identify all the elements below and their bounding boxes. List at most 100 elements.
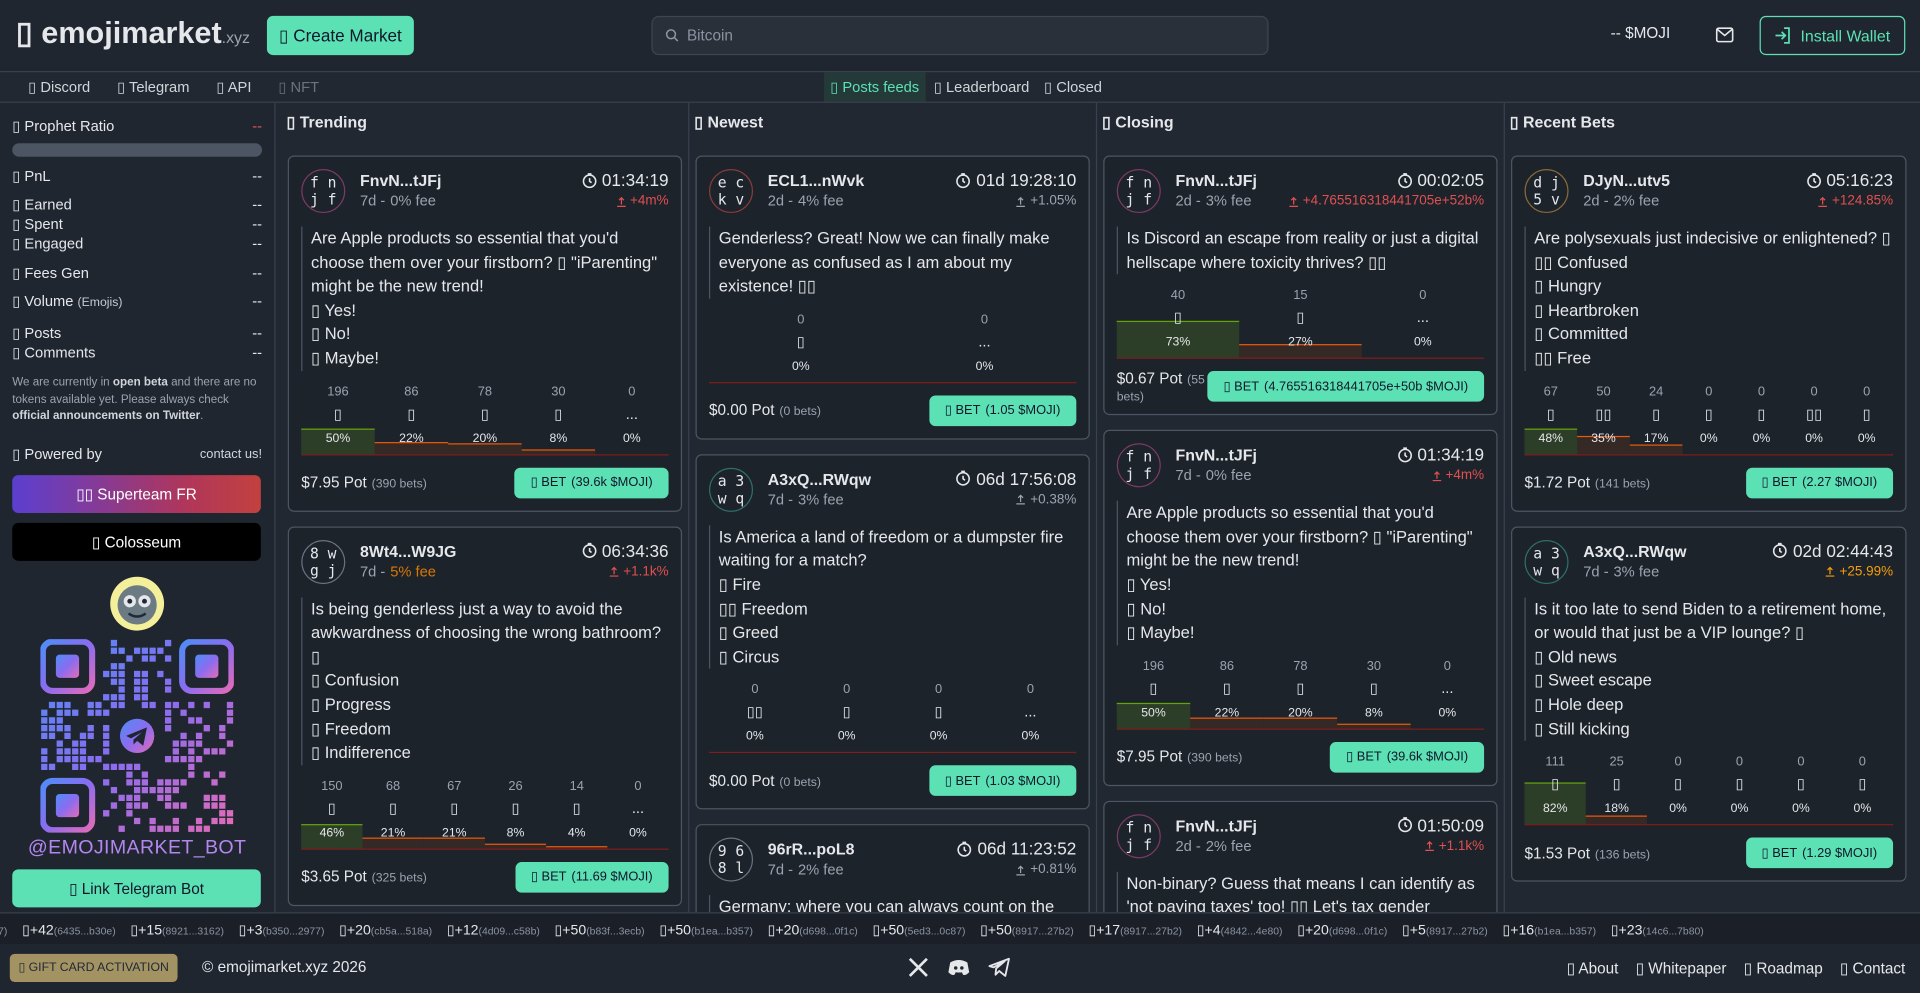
bet-button[interactable]: ▯ BET (11.69 $MOJI) — [514, 861, 669, 893]
creator-name[interactable]: ECL1...nWvk — [767, 171, 865, 190]
creator-name[interactable]: FnvN...tJFj — [1175, 171, 1257, 190]
ticker-item[interactable]: ▯+15(8921...3162) — [130, 920, 224, 938]
ticker-item[interactable]: ▯+42(6435...b30e) — [22, 920, 116, 938]
bet-option[interactable]: 0... 0% — [595, 383, 668, 454]
ticker-item[interactable]: ▯+50(b83f...3ecb) — [555, 920, 645, 938]
bet-option[interactable]: 0 ▯▯ 0% — [709, 681, 801, 752]
bet-option[interactable]: 86 ▯ 22% — [374, 383, 449, 454]
telegram-icon[interactable] — [987, 955, 1011, 979]
nav-tab[interactable]: ▯ Posts feeds — [824, 72, 926, 102]
bet-option[interactable]: 0 ▯ 0% — [801, 681, 893, 752]
bet-button[interactable]: ▯ BET (1.05 $MOJI) — [928, 395, 1077, 426]
bet-option[interactable]: 0... 0% — [607, 777, 668, 848]
ticker-item[interactable]: ▯+50(5ed3...0c87) — [872, 920, 965, 938]
nav-tab[interactable]: ▯ Closed — [1044, 78, 1102, 96]
bet-option[interactable]: 0... 0% — [893, 311, 1077, 382]
mail-icon[interactable] — [1715, 27, 1734, 43]
nav-tab[interactable]: ▯ Leaderboard — [933, 78, 1030, 96]
bet-option[interactable]: 196 ▯ 50% — [301, 383, 375, 454]
bet-option[interactable]: 78 ▯ 20% — [1263, 657, 1338, 729]
ticker-item[interactable]: ▯+50(8917...27b2) — [980, 920, 1074, 938]
bet-option[interactable]: 67 ▯ 21% — [423, 777, 485, 849]
ticker-item[interactable]: ▯+20(d698...0f1c) — [1297, 920, 1387, 938]
creator-name[interactable]: A3xQ...RWqw — [1583, 541, 1687, 561]
bet-button[interactable]: ▯ BET (1.03 $MOJI) — [928, 765, 1077, 797]
ticker-item[interactable]: ▯+20(d698...0f1c) — [768, 920, 858, 938]
bet-button[interactable]: ▯ BET (4.765516318441705e+50b $MOJI) — [1207, 371, 1485, 402]
footer-link[interactable]: ▯ Whitepaper — [1635, 960, 1727, 978]
bet-button[interactable]: ▯ BET (2.27 $MOJI) — [1745, 467, 1894, 498]
bet-option[interactable]: 150 ▯ 46% — [301, 777, 363, 849]
bet-option[interactable]: 0... 0% — [984, 681, 1076, 752]
contact-link[interactable]: contact us! — [199, 446, 263, 462]
nav-link[interactable]: ▯ Telegram — [117, 78, 190, 96]
ticker-item[interactable]: ▯+16(b1ea...b357) — [1502, 920, 1596, 938]
bet-option[interactable]: 0 ▯ 0% — [893, 681, 985, 752]
creator-name[interactable]: A3xQ...RWqw — [767, 469, 871, 489]
superteam-button[interactable]: ▯▯ Superteam FR — [12, 475, 261, 514]
bet-option[interactable]: 0 ▯ 0% — [709, 311, 893, 382]
bet-option[interactable]: 30 ▯ 8% — [521, 383, 596, 454]
nav-link[interactable]: ▯ Discord — [28, 78, 91, 96]
bet-option[interactable]: 14 ▯ 4% — [546, 777, 608, 849]
bet-option[interactable]: 25 ▯ 18% — [1585, 753, 1648, 825]
bet-option[interactable]: 111 ▯ 82% — [1524, 753, 1586, 825]
creator-name[interactable]: FnvN...tJFj — [360, 171, 442, 190]
footer-link[interactable]: ▯ Contact — [1839, 960, 1906, 978]
bet-option[interactable]: 50 ▯▯ 35% — [1577, 383, 1630, 454]
creator-name[interactable]: 8Wt4...W9JG — [360, 541, 457, 561]
bet-button[interactable]: ▯ BET (1.29 $MOJI) — [1745, 837, 1894, 869]
bet-option[interactable]: 86 ▯ 22% — [1190, 657, 1264, 729]
bet-option[interactable]: 67 ▯ 48% — [1524, 383, 1578, 454]
bet-option[interactable]: 0... 0% — [1362, 287, 1484, 358]
colosseum-button[interactable]: ▯ Colosseum — [12, 522, 261, 561]
bet-option[interactable]: 0 ▯ 0% — [1682, 383, 1735, 454]
bet-option[interactable]: 15 ▯ 27% — [1239, 287, 1362, 358]
gift-card-button[interactable]: ▯ GIFT CARD ACTIVATION — [9, 953, 178, 983]
search-box[interactable]: Bitcoin — [651, 15, 1269, 56]
creator-name[interactable]: FnvN...tJFj — [1175, 445, 1257, 465]
footer-link[interactable]: ▯ Roadmap — [1743, 960, 1823, 978]
bet-option[interactable]: 68 ▯ 21% — [362, 777, 424, 849]
bet-option[interactable]: 0 ▯ 0% — [1709, 753, 1770, 824]
install-wallet-button[interactable]: Install Wallet — [1759, 15, 1906, 56]
discord-icon[interactable] — [947, 955, 971, 979]
ticker-item[interactable]: ▯+23(14c6...7b80) — [1611, 920, 1704, 938]
bet-option[interactable]: 196 ▯ 50% — [1116, 657, 1191, 729]
ticker-item[interactable]: ▯+3(b350...2977) — [239, 920, 325, 938]
ticker-item[interactable]: ▯+50(b1ea...b357) — [659, 920, 753, 938]
x-icon[interactable] — [906, 955, 930, 979]
creator-name[interactable]: FnvN...tJFj — [1175, 816, 1257, 835]
bet-option[interactable]: 0 ▯ 0% — [1735, 383, 1788, 454]
bet-option[interactable]: 30 ▯ 8% — [1337, 657, 1411, 729]
ticker-item[interactable]: ▯+12(4d09...c58b) — [447, 920, 540, 938]
link-telegram-button[interactable]: ▯ Link Telegram Bot — [12, 869, 261, 908]
bet-option[interactable]: 26 ▯ 8% — [484, 777, 547, 849]
logo[interactable]: ▯ emojimarket.xyz — [16, 15, 250, 52]
bet-option[interactable]: 0 ▯ 0% — [1647, 753, 1708, 824]
ticker-item[interactable]: ▯+5(8917...27b2) — [1402, 920, 1488, 938]
creator-name[interactable]: DJyN...utv5 — [1583, 171, 1670, 190]
ticker-item[interactable]: ▯+4(4842...4e80) — [1197, 920, 1283, 938]
ticker-item[interactable]: ▯+20(cb5a...518a) — [339, 920, 432, 938]
bet-option[interactable]: 78 ▯ 20% — [448, 383, 522, 454]
bet-option[interactable]: 0... 0% — [1411, 657, 1484, 728]
bet-option[interactable]: 0 ▯ 0% — [1840, 383, 1893, 454]
bet-option[interactable]: 0 ▯ 0% — [1832, 753, 1893, 824]
bet-option[interactable]: 0 ▯▯ 0% — [1788, 383, 1841, 454]
bet-option[interactable]: 0 ▯ 0% — [1770, 753, 1831, 824]
create-market-button[interactable]: ▯ Create Market — [266, 15, 414, 56]
ticker-item[interactable]: ▯+3(b350...2977) — [0, 920, 7, 937]
nav-link[interactable]: ▯ API — [216, 78, 252, 96]
bet-option[interactable]: 24 ▯ 17% — [1629, 383, 1683, 454]
bet-option[interactable]: 40 ▯ 73% — [1116, 287, 1240, 358]
